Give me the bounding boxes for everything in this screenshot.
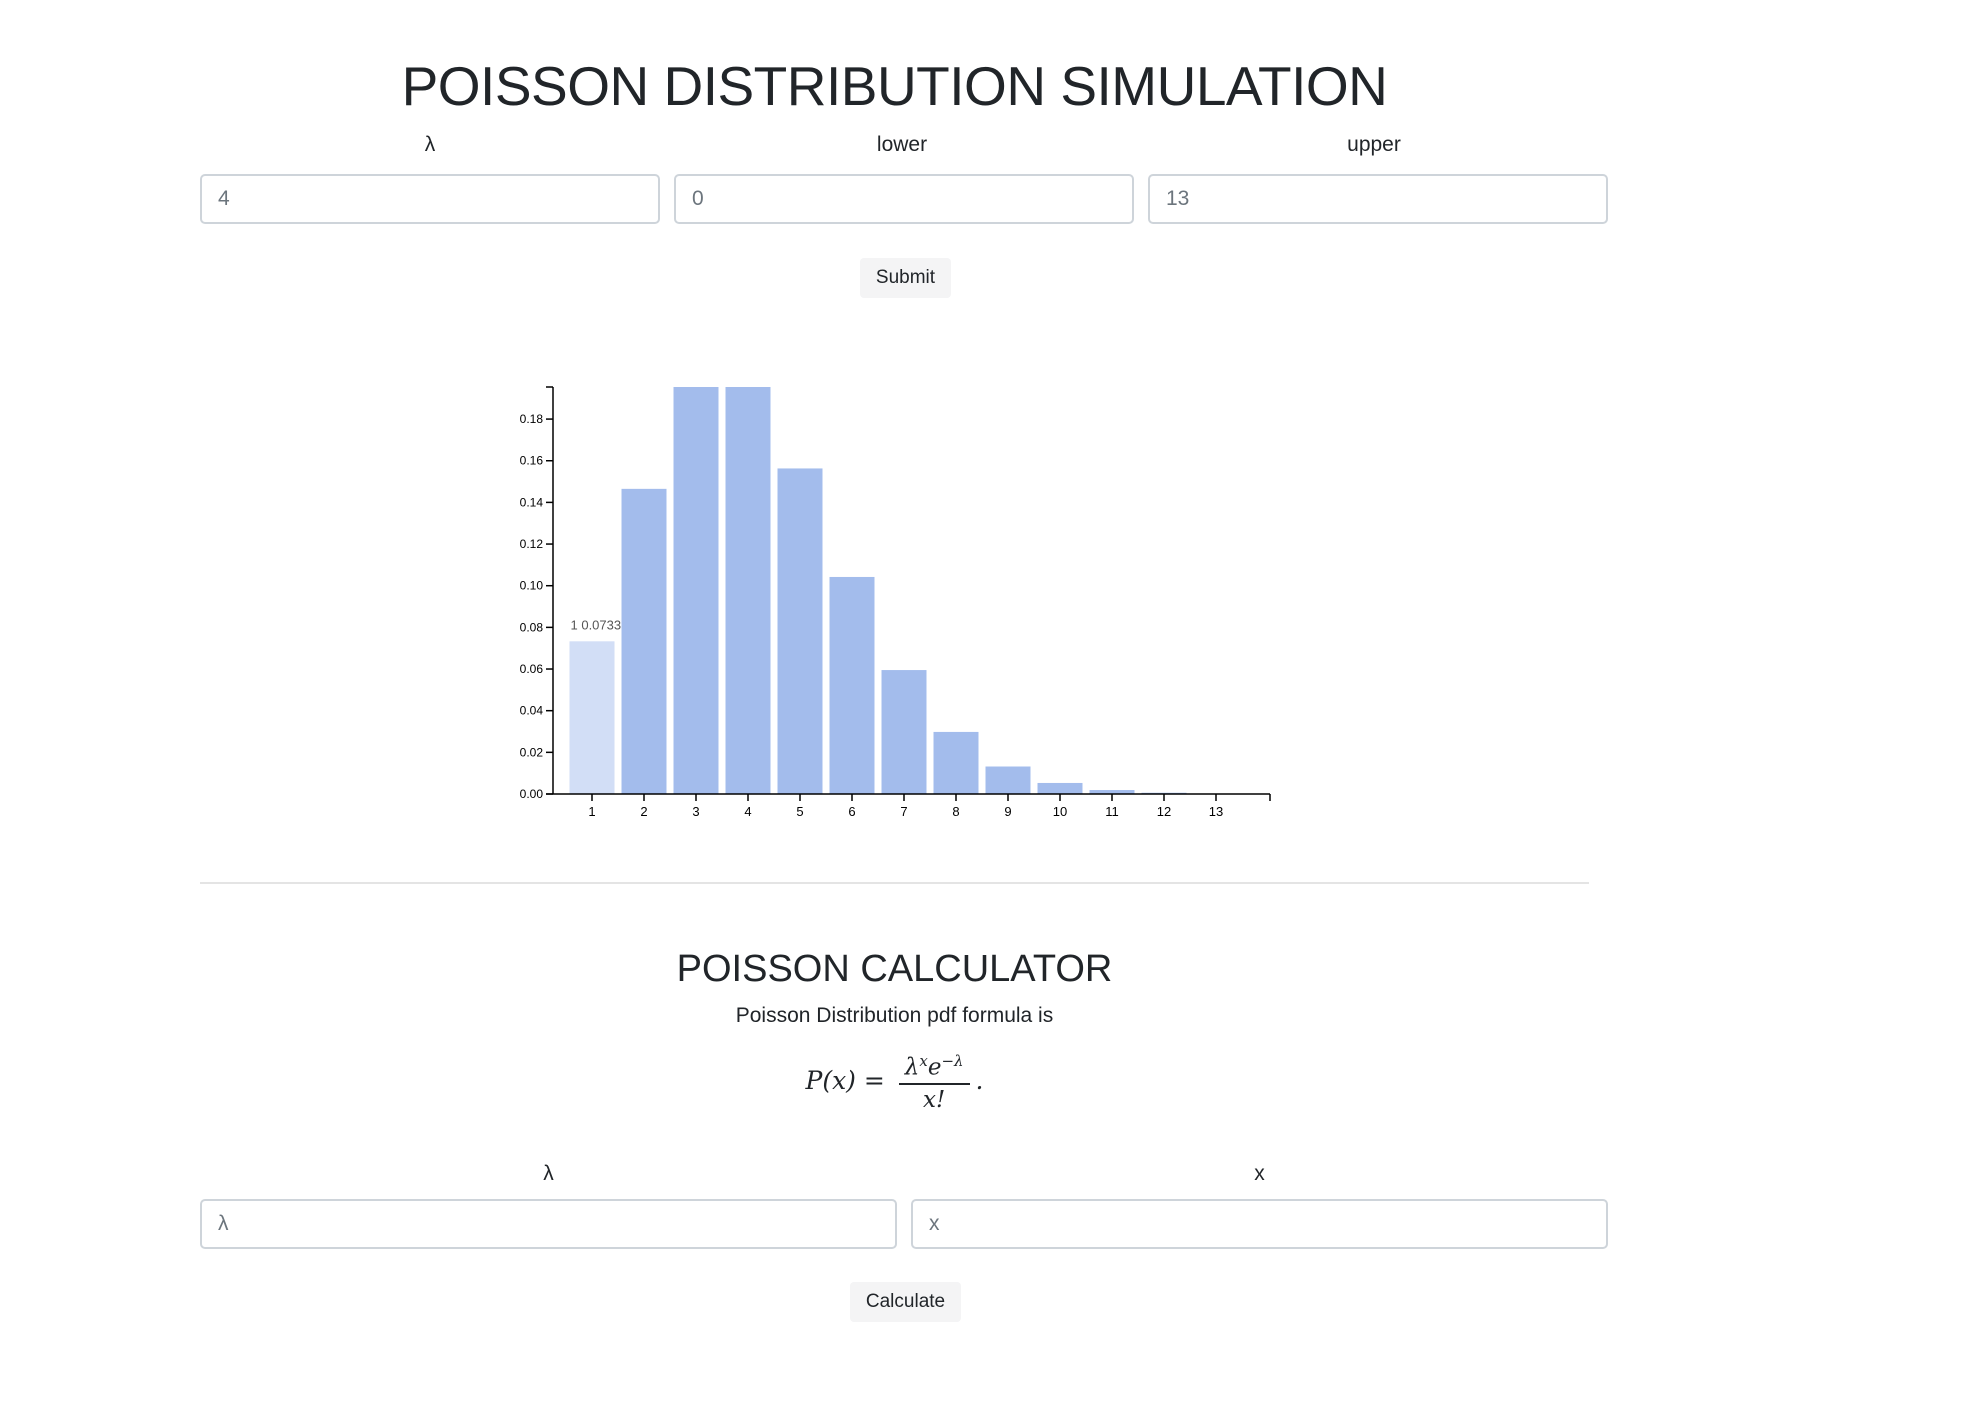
bar-1[interactable] (569, 641, 615, 794)
formula-fraction: λxe−λ x! (898, 1052, 970, 1113)
formula-lhs: P(x) = (805, 1065, 885, 1095)
bar-9[interactable] (985, 766, 1031, 794)
lower-input[interactable] (674, 174, 1134, 224)
calc-x-label: x (1254, 1162, 1265, 1185)
formula-tail: . (975, 1065, 984, 1095)
bar-6[interactable] (829, 576, 875, 794)
formula-description: Poisson Distribution pdf formula is (735, 1004, 1054, 1027)
bar-7[interactable] (881, 670, 927, 794)
calculate-button[interactable]: Calculate (850, 1282, 961, 1322)
x-tick-label: 11 (1105, 804, 1119, 819)
simulation-title: POISSON DISTRIBUTION SIMULATION (401, 55, 1388, 117)
formula-e: e (927, 1054, 942, 1081)
bar-10[interactable] (1037, 782, 1083, 794)
formula-denominator: x! (923, 1086, 946, 1113)
y-tick-label: 0.00 (520, 787, 544, 801)
poisson-bar-chart: 1 2 3 4 5 6 7 8 9 10 11 12 130.000.020.040.060.080.1… (520, 386, 1271, 819)
calc-lambda-input[interactable] (200, 1199, 897, 1249)
bar-3[interactable] (673, 387, 719, 794)
upper-input[interactable] (1148, 174, 1608, 224)
formula-lambda: λ (904, 1054, 920, 1081)
formula-exp-x: x (919, 1052, 928, 1070)
lambda-input[interactable] (200, 174, 660, 224)
x-tick-label: 5 (796, 804, 803, 819)
bar-2[interactable] (621, 488, 667, 794)
x-tick-label: 13 (1209, 804, 1223, 819)
x-tick-label: 7 (900, 804, 907, 819)
x-tick-label: 10 (1053, 804, 1067, 819)
formula-numerator: λxe−λ (898, 1052, 970, 1085)
formula-exp-neg-lambda: −λ (941, 1052, 964, 1070)
calc-lambda-label: λ (543, 1162, 554, 1185)
calc-x-input[interactable] (911, 1199, 1608, 1249)
y-tick-label: 0.14 (520, 495, 544, 509)
y-tick-label: 0.18 (520, 412, 544, 426)
x-tick-label: 9 (1004, 804, 1011, 819)
x-tick-label: 3 (692, 804, 699, 819)
section-divider (200, 882, 1589, 884)
lower-label: lower (876, 133, 928, 156)
submit-button[interactable]: Submit (860, 258, 951, 298)
y-tick-label: 0.02 (520, 745, 544, 759)
y-tick-label: 0.04 (520, 704, 544, 718)
bar-5[interactable] (777, 468, 823, 794)
bar-4[interactable] (725, 387, 771, 794)
x-tick-label: 2 (640, 804, 647, 819)
bar-tooltip: 1 0.0733 (571, 617, 622, 632)
x-tick-label: 12 (1157, 804, 1171, 819)
y-tick-label: 0.06 (520, 662, 544, 676)
bar-8[interactable] (933, 731, 979, 794)
y-tick-label: 0.08 (520, 620, 544, 634)
x-tick-label: 1 (588, 804, 595, 819)
y-tick-label: 0.12 (520, 537, 544, 551)
x-tick-label: 8 (952, 804, 959, 819)
x-tick-label: 4 (744, 804, 751, 819)
lambda-label: λ (424, 133, 436, 156)
upper-label: upper (1347, 133, 1401, 156)
poisson-formula: P(x) = λxe−λ x! . (200, 1052, 1589, 1113)
y-tick-label: 0.10 (520, 579, 544, 593)
y-tick-label: 0.16 (520, 454, 544, 468)
x-tick-label: 6 (848, 804, 855, 819)
calculator-title: POISSON CALCULATOR (676, 948, 1113, 990)
bar-11[interactable] (1089, 790, 1135, 794)
